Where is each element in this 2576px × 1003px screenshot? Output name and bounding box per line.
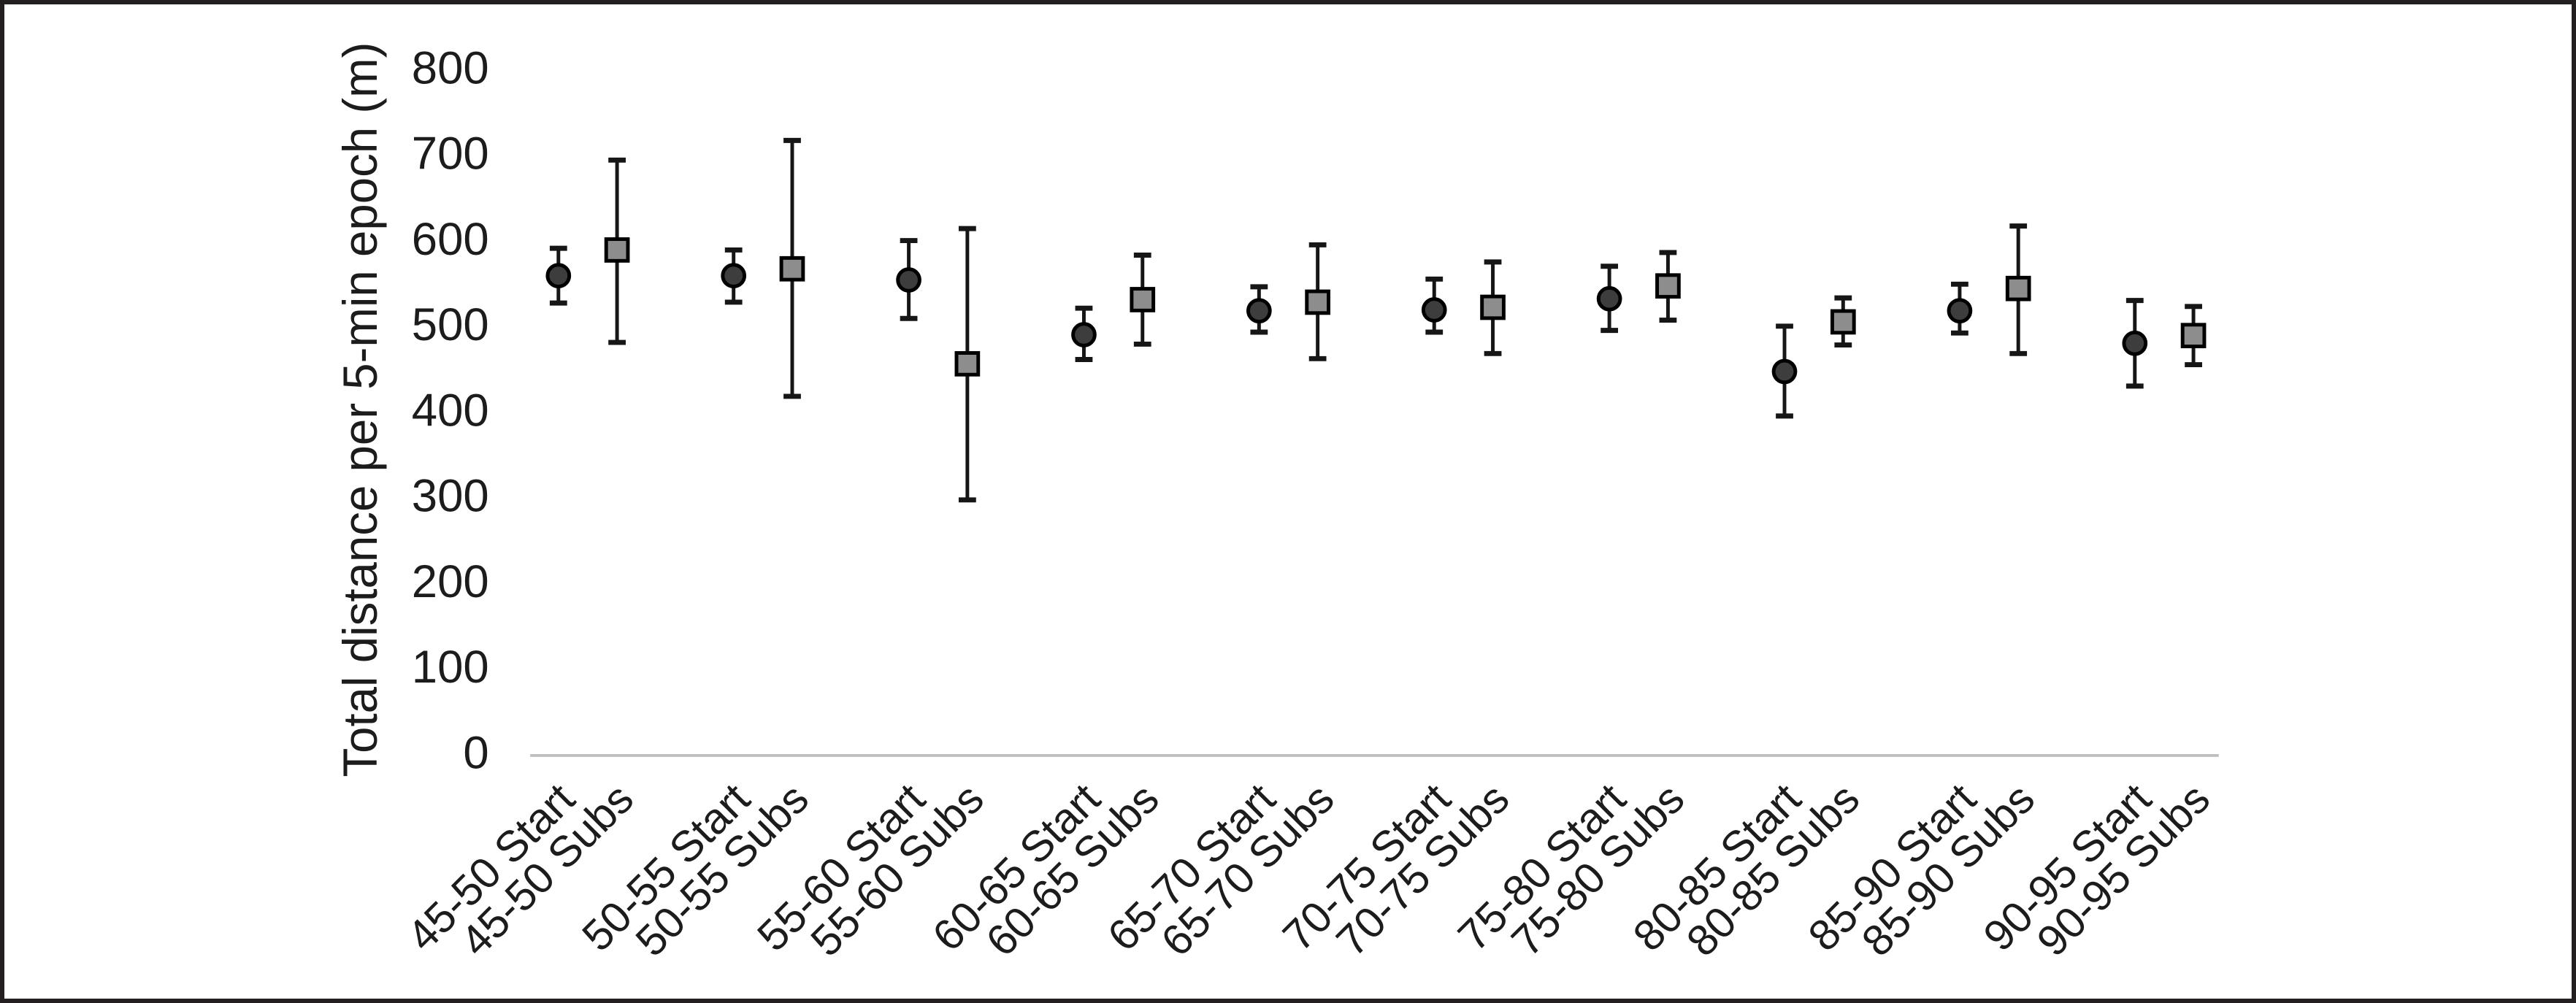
- y-tick-label: 100: [412, 642, 489, 693]
- marker-start-circle: [896, 267, 921, 293]
- y-tick-label: 600: [412, 214, 489, 265]
- y-tick-label: 800: [412, 42, 489, 93]
- marker-subs-square: [954, 351, 981, 377]
- marker-subs-square: [2005, 275, 2031, 301]
- marker-start-circle: [1246, 298, 1272, 324]
- marker-start-circle: [2122, 330, 2148, 356]
- marker-start-circle: [1421, 297, 1447, 323]
- marker-subs-square: [2180, 323, 2207, 349]
- errorbar-chart: Total distance per 5-min epoch (m) 0 100 2…: [334, 42, 2219, 966]
- marker-subs-square: [604, 237, 630, 263]
- y-tick-label: 0: [463, 727, 488, 778]
- marker-subs-square: [1655, 273, 1681, 299]
- marker-subs-square: [779, 255, 805, 282]
- marker-subs-square: [1830, 309, 1856, 335]
- marker-subs-square: [1480, 294, 1506, 320]
- y-tick-label: 500: [412, 299, 489, 350]
- y-tick-label: 200: [412, 556, 489, 607]
- marker-start-circle: [545, 263, 572, 288]
- y-tick-label: 400: [412, 385, 489, 436]
- marker-start-circle: [1771, 358, 1798, 385]
- marker-start-circle: [1071, 322, 1097, 347]
- marker-subs-square: [1305, 289, 1330, 315]
- marker-start-circle: [1596, 285, 1622, 312]
- y-axis-title: Total distance per 5-min epoch (m): [334, 42, 387, 777]
- marker-start-circle: [1947, 298, 1973, 324]
- y-tick-label: 300: [412, 471, 489, 522]
- y-tick-label: 700: [412, 128, 489, 180]
- marker-subs-square: [1130, 287, 1156, 312]
- marker-start-circle: [721, 263, 747, 288]
